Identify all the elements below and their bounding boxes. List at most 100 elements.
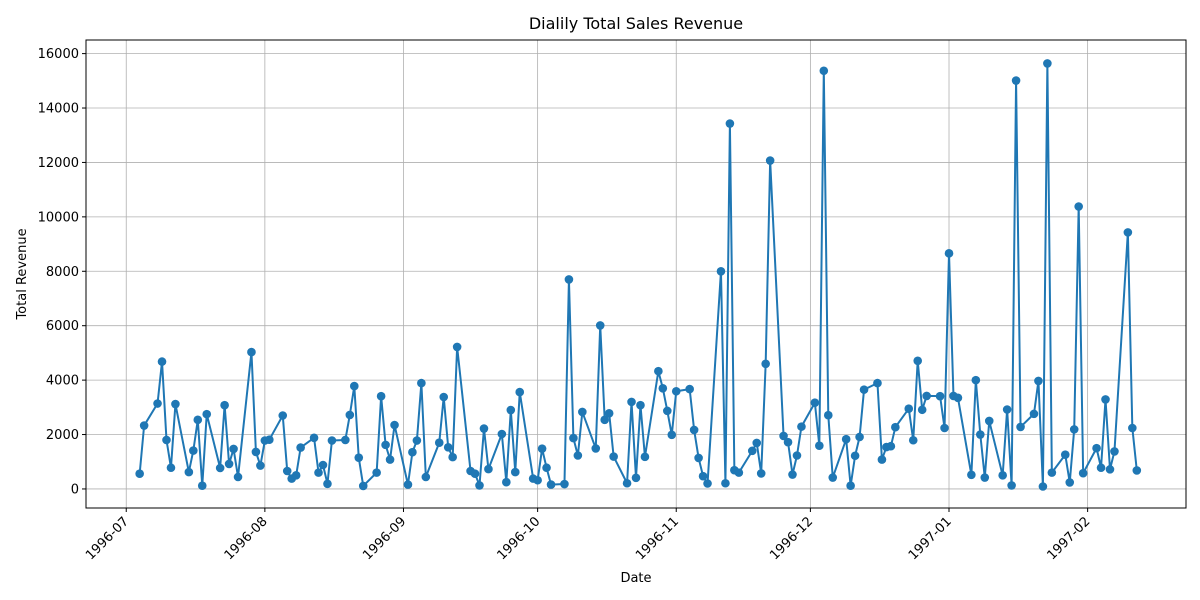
data-point [569, 433, 578, 443]
chart-title: Dialily Total Sales Revenue [529, 14, 743, 33]
data-point [654, 366, 663, 376]
data-point [318, 460, 328, 470]
data-point [935, 391, 945, 401]
data-point [622, 478, 632, 488]
data-point [886, 441, 896, 451]
data-point [372, 468, 381, 477]
data-point [953, 393, 963, 403]
data-point [904, 404, 914, 413]
data-point [1043, 59, 1052, 68]
data-point [752, 438, 762, 448]
data-point [1007, 481, 1016, 490]
data-point [671, 386, 681, 396]
data-point [1096, 463, 1106, 473]
data-point [376, 391, 386, 401]
data-point [502, 477, 511, 487]
data-point [510, 467, 520, 477]
data-point [698, 471, 708, 481]
data-point [765, 156, 775, 165]
data-point [761, 359, 770, 369]
data-point [537, 444, 547, 453]
data-point [327, 436, 337, 445]
data-point [443, 443, 453, 452]
data-point [984, 416, 994, 426]
y-tick-label: 0 [71, 482, 79, 497]
data-point [797, 422, 806, 431]
plot-frame [85, 39, 1187, 509]
series-revenue [135, 59, 1142, 491]
data-point [291, 471, 301, 480]
data-point [542, 463, 551, 473]
y-axis: 0 2000 4000 6000 8000 10000 12000 14000 16000 [38, 47, 86, 497]
y-tick-label: 2000 [46, 428, 79, 443]
data-point [595, 321, 605, 330]
data-point [1065, 478, 1075, 487]
data-point [783, 437, 793, 447]
data-point [846, 481, 855, 490]
data-point [873, 378, 882, 388]
data-point [452, 342, 462, 352]
y-tick-label: 14000 [38, 102, 79, 117]
data-point [721, 478, 730, 488]
data-point [980, 473, 990, 482]
data-point [1034, 376, 1043, 386]
data-point [877, 455, 887, 464]
y-tick-label: 16000 [38, 47, 79, 62]
data-point [345, 410, 355, 420]
data-point [1123, 228, 1133, 237]
x-axis: 1996-07 1996-08 1996-09 1996-10 1996-11 1996-… [83, 508, 1093, 563]
data-point [403, 480, 413, 489]
data-point [658, 383, 668, 393]
data-point [917, 405, 927, 415]
data-point [600, 415, 609, 425]
data-point [1016, 422, 1025, 432]
data-point [1029, 409, 1039, 419]
data-point [197, 481, 207, 490]
data-point [515, 387, 525, 397]
series-line [138, 62, 1138, 488]
x-tick-label: 1996-10 [494, 514, 543, 563]
data-point [341, 435, 350, 445]
y-tick-label: 8000 [46, 265, 79, 280]
data-point [229, 444, 238, 454]
data-point [193, 415, 203, 425]
data-point [1069, 425, 1079, 434]
data-point [1078, 468, 1088, 478]
data-point [828, 473, 838, 482]
data-point [685, 384, 694, 394]
data-point [1105, 465, 1115, 474]
x-tick-label: 1997-02 [1044, 514, 1093, 563]
data-point [819, 66, 829, 76]
data-point [1047, 468, 1057, 477]
data-point [667, 430, 677, 440]
data-point [779, 431, 788, 441]
y-tick-label: 6000 [46, 319, 79, 334]
data-point [694, 453, 703, 463]
x-axis-title: Date [620, 571, 651, 586]
data-point [448, 452, 457, 462]
data-point [184, 467, 194, 477]
data-point [908, 435, 918, 445]
data-point [162, 435, 171, 445]
data-point [716, 266, 726, 276]
data-point [841, 434, 851, 444]
data-point [296, 443, 305, 452]
data-point [251, 447, 261, 457]
data-point [967, 470, 976, 480]
data-point [663, 406, 672, 416]
data-point [390, 420, 399, 430]
data-point [215, 463, 225, 473]
data-point [703, 479, 712, 488]
data-point [564, 275, 574, 284]
data-point [1038, 482, 1048, 491]
data-point [497, 429, 507, 439]
x-tick-label: 1997-01 [906, 514, 955, 563]
data-point [792, 451, 802, 460]
data-point [1092, 443, 1101, 453]
data-point [220, 400, 229, 410]
data-point [1074, 202, 1083, 211]
y-tick-label: 10000 [38, 210, 79, 225]
data-point [385, 455, 395, 464]
data-point [1110, 447, 1119, 456]
data-point [135, 469, 144, 479]
